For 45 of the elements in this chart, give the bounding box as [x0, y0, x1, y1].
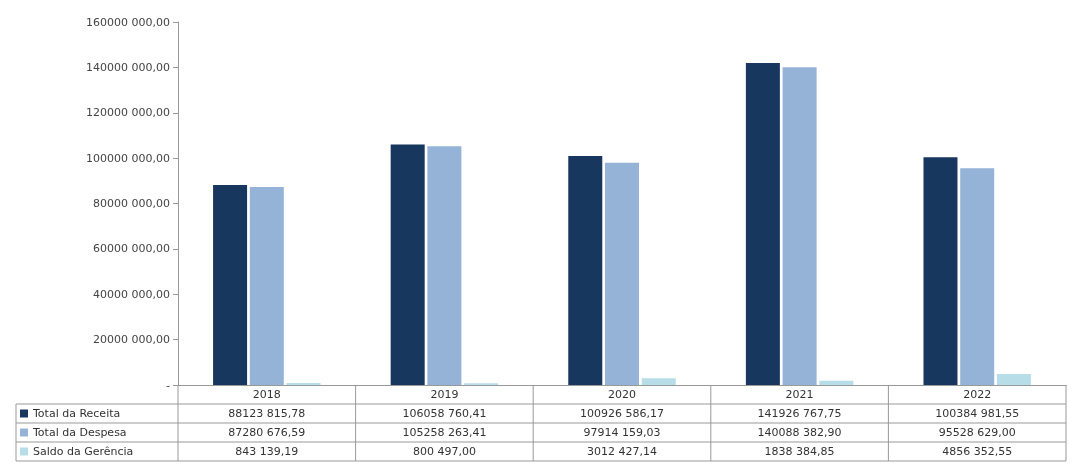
legend-label: Saldo da Gerência [33, 445, 134, 458]
y-tick-label: 140000 000,00 [86, 60, 170, 74]
y-tick-label: 20000 000,00 [93, 333, 170, 347]
x-tick-label: 2021 [785, 388, 814, 401]
bar [745, 63, 780, 385]
data-label: 843 139,19 [235, 445, 299, 458]
legend-label: Total da Receita [32, 407, 121, 420]
data-label: 100926 586,17 [580, 407, 664, 420]
y-tick-label: 40000 000,00 [93, 287, 170, 301]
bar [641, 378, 676, 385]
data-label: 100384 981,55 [935, 407, 1020, 420]
bar [782, 67, 817, 385]
data-label: 1838 384,85 [764, 445, 835, 458]
bar [923, 157, 958, 385]
y-tick-label: 80000 000,00 [93, 197, 170, 210]
x-tick-label: 2019 [430, 388, 459, 401]
data-label: 87280 676,59 [228, 426, 306, 439]
data-label: 141926 767,75 [757, 407, 842, 420]
legend-label: Total da Despesa [32, 426, 127, 439]
data-label: 97914 159,03 [583, 426, 661, 439]
data-label: 105258 263,41 [402, 426, 487, 439]
y-tick-label: 60000 000,00 [93, 242, 170, 256]
bar [996, 373, 1031, 385]
bar [213, 185, 248, 385]
bar [390, 144, 425, 385]
data-label: 88123 815,78 [228, 407, 306, 420]
bar [427, 146, 462, 385]
data-label: 95528 629,00 [938, 426, 1016, 439]
y-tick-label: 100000 000,00 [86, 151, 170, 165]
data-label: 800 497,00 [412, 445, 476, 458]
x-tick-label: 2020 [608, 388, 636, 401]
bar [249, 186, 284, 385]
bar [960, 168, 995, 385]
y-tick-label: - [166, 378, 171, 392]
data-label: 140088 382,90 [757, 426, 842, 439]
data-label: 106058 760,41 [402, 407, 487, 420]
bar [605, 162, 639, 385]
bar [819, 380, 854, 385]
x-tick-label: 2018 [252, 388, 281, 401]
bar [568, 156, 603, 385]
y-tick-label: 160000 000,00 [86, 15, 170, 29]
data-label: 4856 352,55 [942, 445, 1013, 458]
data-label: 3012 427,14 [587, 445, 657, 458]
x-tick-label: 2022 [963, 388, 992, 401]
y-tick-label: 120000 000,00 [86, 106, 170, 120]
